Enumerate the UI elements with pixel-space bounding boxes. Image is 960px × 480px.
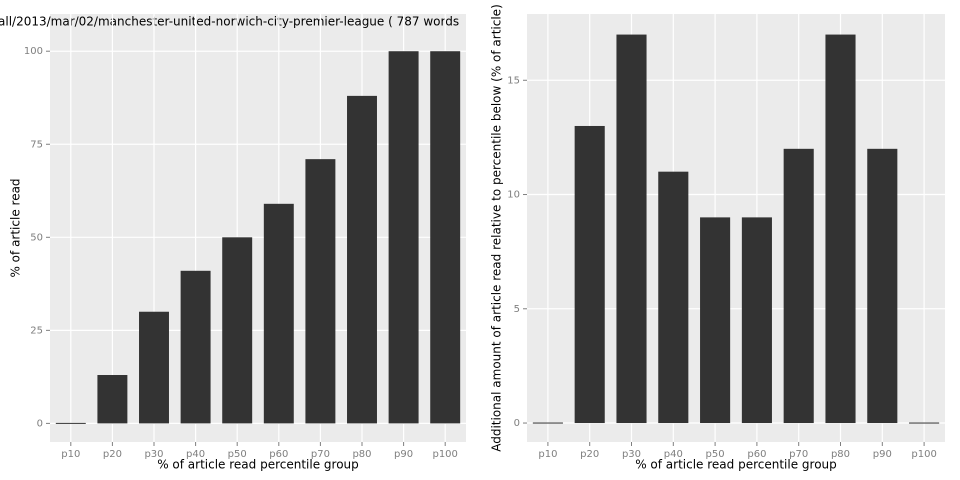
x-tick-label: p80 (352, 449, 371, 460)
chart-title: all/2013/mar/02/manchester-united-norwic… (0, 15, 459, 29)
bar (388, 51, 419, 424)
x-tick-label: p10 (538, 449, 557, 460)
bar (222, 237, 253, 424)
bar (909, 422, 940, 424)
y-tick-label: 15 (507, 75, 520, 86)
bar (825, 34, 856, 424)
x-tick-label: p40 (186, 449, 205, 460)
x-tick-label: p20 (580, 449, 599, 460)
bar (430, 51, 461, 424)
y-tick-label: 0 (37, 418, 43, 429)
bar (305, 159, 336, 424)
x-tick-label: p20 (103, 449, 122, 460)
y-tick-label: 0 (514, 418, 520, 429)
bar (139, 311, 169, 424)
bar (700, 217, 731, 424)
x-tick-label: p80 (831, 449, 850, 460)
bar (347, 95, 377, 424)
x-tick-label: p60 (269, 449, 288, 460)
y-axis-label: Additional amount of article read relati… (490, 4, 504, 452)
x-tick-label: p100 (911, 449, 936, 460)
x-tick-label: p100 (432, 449, 457, 460)
y-axis-label: % of article read (9, 178, 23, 277)
y-tick-label: 5 (514, 304, 520, 315)
bar (574, 125, 605, 424)
bar (180, 270, 211, 424)
y-tick-label: 75 (30, 139, 43, 150)
x-tick-label: p30 (622, 449, 641, 460)
x-axis-label: % of article read percentile group (635, 458, 837, 472)
x-tick-label: p50 (228, 449, 247, 460)
x-tick-label: p10 (61, 449, 80, 460)
x-tick-label: p60 (747, 449, 766, 460)
y-tick-label: 25 (30, 325, 43, 336)
x-tick-label: p70 (789, 449, 808, 460)
bar (783, 148, 814, 424)
x-tick-label: p40 (664, 449, 683, 460)
x-tick-label: p90 (394, 449, 413, 460)
x-tick-label: p70 (311, 449, 330, 460)
x-tick-label: p50 (706, 449, 725, 460)
y-tick-label: 10 (507, 190, 520, 201)
bar (741, 217, 772, 424)
bar (532, 422, 563, 424)
y-tick-label: 100 (24, 46, 43, 57)
bar (867, 148, 898, 424)
bar (658, 171, 689, 424)
x-tick-label: p30 (144, 449, 163, 460)
y-tick-label: 50 (30, 232, 43, 243)
x-axis-label: % of article read percentile group (157, 458, 359, 472)
bar (616, 34, 647, 424)
bar (97, 375, 128, 424)
x-tick-label: p90 (873, 449, 892, 460)
bar (55, 422, 86, 424)
bar (263, 203, 294, 424)
